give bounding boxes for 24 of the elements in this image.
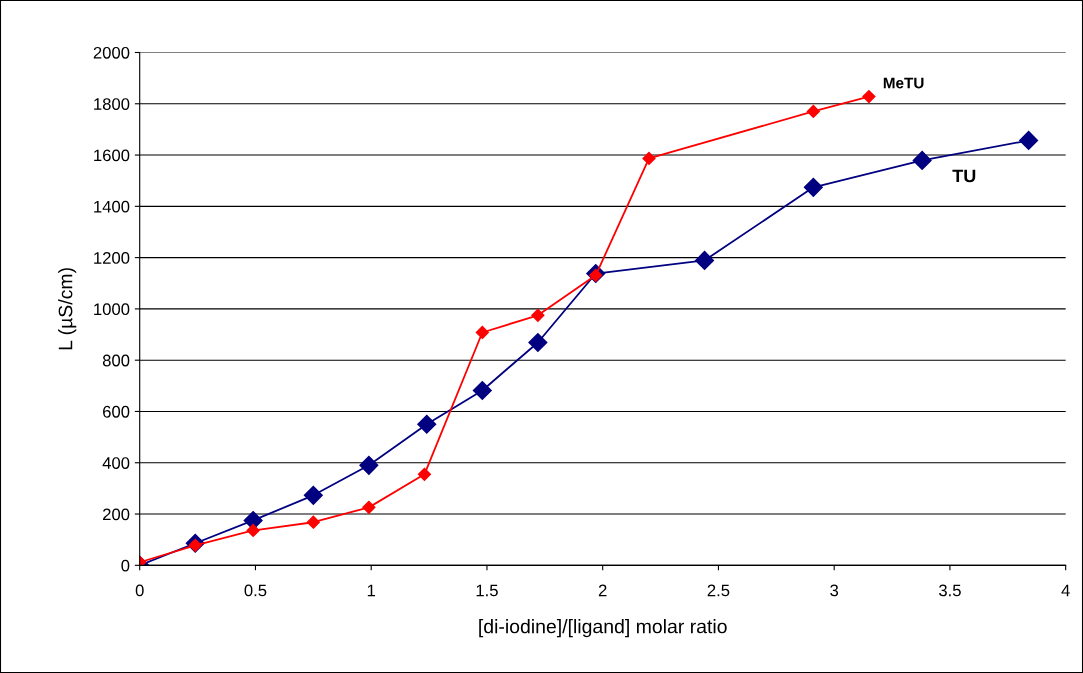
y-tick-label: 0 [121, 559, 130, 572]
x-axis-title: [di-iodine]/[ligand] molar ratio [479, 619, 727, 638]
x-tick-label: 2 [598, 584, 607, 597]
y-tick-label: 400 [102, 457, 130, 469]
x-tick-label: 4 [1061, 584, 1070, 597]
x-tick-label: 2.5 [707, 584, 730, 597]
y-tick-label: 200 [103, 508, 130, 521]
y-tick-label: 1200 [94, 252, 130, 264]
x-tick-label: 0.5 [244, 584, 267, 597]
series-label: MeTU [883, 77, 924, 89]
y-tick-label: 800 [102, 354, 130, 367]
series-label: TU [952, 169, 976, 183]
y-tick-label: 600 [103, 405, 130, 418]
x-tick-label: 0 [135, 584, 144, 597]
y-tick-label: 2000 [93, 46, 130, 59]
x-tick-label: 3.5 [938, 584, 961, 597]
y-tick-label: 1400 [94, 200, 130, 213]
x-tick-label: 1 [367, 584, 376, 597]
y-tick-label: 1800 [94, 98, 130, 110]
y-tick-label: 1000 [94, 303, 130, 316]
y-axis-title: L (µS/cm) [58, 268, 77, 350]
y-tick-label: 1600 [94, 149, 130, 162]
x-tick-label: 3 [830, 584, 839, 597]
x-tick-label: 1.5 [476, 584, 498, 597]
